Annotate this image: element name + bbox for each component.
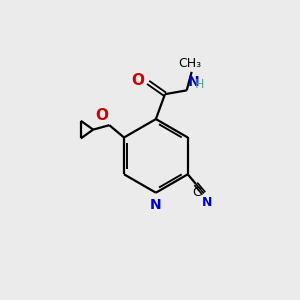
- Text: O: O: [95, 108, 108, 123]
- Text: O: O: [131, 74, 145, 88]
- Text: N: N: [187, 75, 199, 88]
- Text: H: H: [195, 78, 204, 91]
- Text: N: N: [149, 198, 161, 212]
- Text: C: C: [192, 186, 201, 199]
- Text: CH₃: CH₃: [178, 57, 202, 70]
- Text: N: N: [202, 196, 213, 209]
